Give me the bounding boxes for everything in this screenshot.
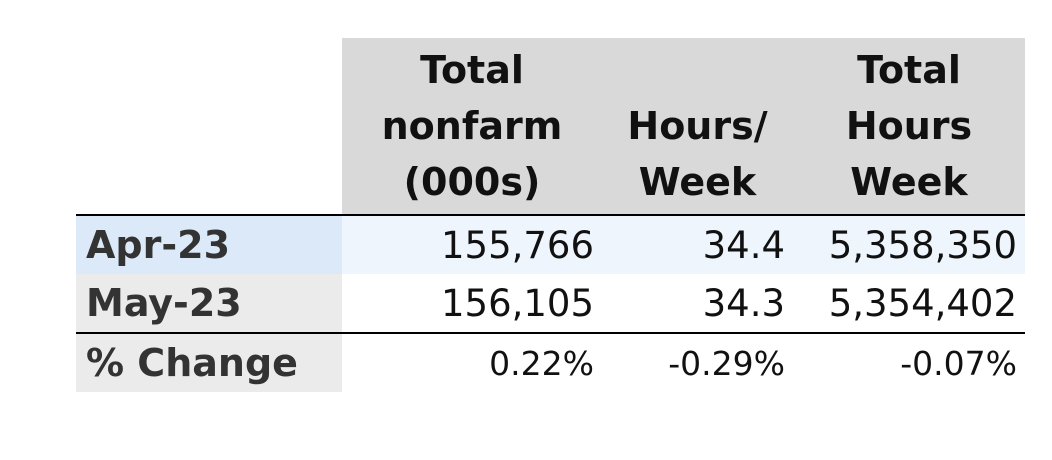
header-line: Week [638, 160, 757, 204]
data-cell: 0.22% [489, 343, 594, 383]
header-line: Hours/ [627, 104, 768, 148]
header-cell: Hours/Week [602, 38, 793, 216]
data-cell: 155,766 [342, 215, 602, 274]
data-table: Total nonfarm (000s) Hours/Week Total Hours We… [76, 38, 1025, 392]
data-row: May-23 156,105 34.3 5,354,402 [76, 274, 1025, 334]
row-label: May-23 [76, 274, 342, 334]
row-label: Apr-23 [76, 215, 342, 274]
row-label: % Change [76, 333, 342, 392]
data-cell: 34.4 [602, 215, 793, 274]
header-cell: Total Hours Week [793, 38, 1025, 216]
data-cell: 34.3 [602, 274, 793, 334]
header-line: (000s) [403, 160, 541, 204]
data-cell: 156,105 [342, 274, 602, 334]
header-line: Total [420, 48, 524, 92]
header-cell [76, 38, 342, 216]
data-row: Apr-23 155,766 34.4 5,358,350 [76, 215, 1025, 274]
table-body: Total nonfarm (000s) Hours/Week Total Hours We… [76, 38, 1025, 392]
data-cell: -0.07% [900, 343, 1017, 383]
header-line: Total [857, 48, 961, 92]
data-cell: 5,354,402 [793, 274, 1025, 334]
header-row: Total nonfarm (000s) Hours/Week Total Hours We… [76, 38, 1025, 216]
header-line: Hours [845, 104, 973, 148]
data-row: % Change 0.22% -0.29% -0.07% [76, 333, 1025, 392]
data-cell: -0.29% [668, 343, 785, 383]
data-cell: 5,358,350 [793, 215, 1025, 274]
header-cell: Total nonfarm (000s) [342, 38, 602, 216]
header-line: Week [850, 160, 968, 204]
header-line: nonfarm [381, 104, 563, 148]
